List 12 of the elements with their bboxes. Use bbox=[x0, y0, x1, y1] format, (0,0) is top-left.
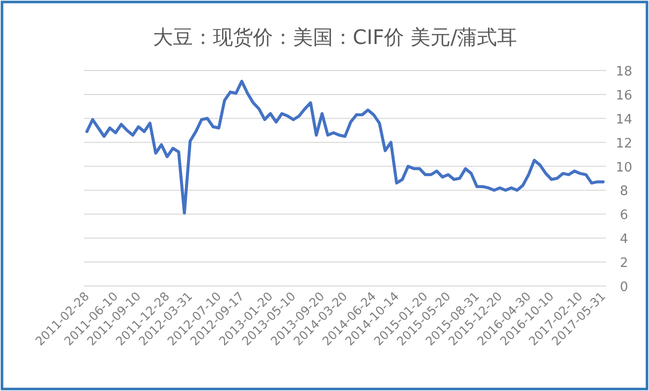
y-tick-label: 10 bbox=[616, 160, 632, 176]
y-tick-label: 16 bbox=[616, 88, 632, 104]
y-tick-label: 14 bbox=[616, 112, 632, 128]
line-series bbox=[85, 80, 605, 214]
y-tick-label: 2 bbox=[620, 256, 628, 272]
chart-title: 大豆：现货价：美国：CIF价 美元/蒲式耳 bbox=[152, 25, 518, 49]
y-tick-label: 6 bbox=[620, 208, 628, 224]
y-tick-label: 8 bbox=[620, 184, 628, 200]
y-tick-label: 12 bbox=[616, 136, 632, 152]
y-tick-label: 4 bbox=[620, 232, 628, 248]
y-tick-label: 0 bbox=[620, 280, 628, 295]
y-tick-label: 18 bbox=[616, 64, 632, 80]
